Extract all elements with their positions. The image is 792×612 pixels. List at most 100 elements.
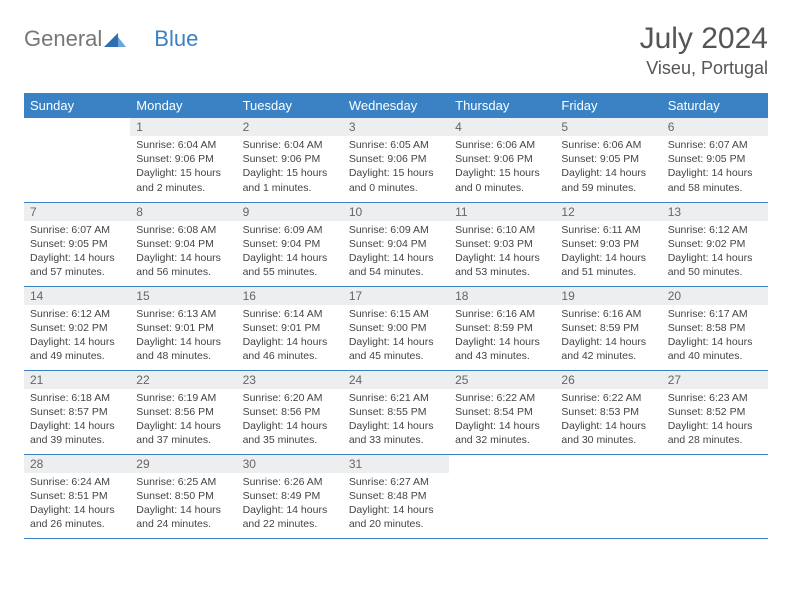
day-details: Sunrise: 6:06 AMSunset: 9:05 PMDaylight:…: [555, 136, 661, 199]
week-row: 7Sunrise: 6:07 AMSunset: 9:05 PMDaylight…: [24, 202, 768, 286]
detail-line: Sunrise: 6:08 AM: [136, 223, 230, 237]
detail-line: Daylight: 14 hours: [349, 503, 443, 517]
week-row: 21Sunrise: 6:18 AMSunset: 8:57 PMDayligh…: [24, 370, 768, 454]
detail-line: Daylight: 14 hours: [561, 251, 655, 265]
detail-line: and 54 minutes.: [349, 265, 443, 279]
logo: General Blue: [24, 22, 198, 52]
day-cell: 27Sunrise: 6:23 AMSunset: 8:52 PMDayligh…: [662, 370, 768, 454]
detail-line: Daylight: 14 hours: [136, 335, 230, 349]
detail-line: Sunrise: 6:14 AM: [243, 307, 337, 321]
detail-line: Daylight: 15 hours: [349, 166, 443, 180]
day-header: Sunday: [24, 93, 130, 118]
detail-line: and 35 minutes.: [243, 433, 337, 447]
detail-line: Sunrise: 6:21 AM: [349, 391, 443, 405]
day-details: Sunrise: 6:21 AMSunset: 8:55 PMDaylight:…: [343, 389, 449, 452]
day-details: Sunrise: 6:16 AMSunset: 8:59 PMDaylight:…: [449, 305, 555, 368]
detail-line: and 45 minutes.: [349, 349, 443, 363]
day-number: 26: [555, 371, 661, 389]
day-details: Sunrise: 6:07 AMSunset: 9:05 PMDaylight:…: [24, 221, 130, 284]
detail-line: Sunset: 8:55 PM: [349, 405, 443, 419]
day-header-row: SundayMondayTuesdayWednesdayThursdayFrid…: [24, 93, 768, 118]
detail-line: Sunrise: 6:19 AM: [136, 391, 230, 405]
day-number: 10: [343, 203, 449, 221]
detail-line: Sunrise: 6:13 AM: [136, 307, 230, 321]
logo-text-2: Blue: [154, 26, 198, 52]
detail-line: Sunrise: 6:09 AM: [243, 223, 337, 237]
day-number: 13: [662, 203, 768, 221]
week-row: 14Sunrise: 6:12 AMSunset: 9:02 PMDayligh…: [24, 286, 768, 370]
day-cell: 12Sunrise: 6:11 AMSunset: 9:03 PMDayligh…: [555, 202, 661, 286]
detail-line: and 1 minutes.: [243, 181, 337, 195]
detail-line: Sunrise: 6:22 AM: [561, 391, 655, 405]
detail-line: Sunset: 9:06 PM: [349, 152, 443, 166]
day-details: Sunrise: 6:06 AMSunset: 9:06 PMDaylight:…: [449, 136, 555, 199]
detail-line: Sunset: 9:02 PM: [668, 237, 762, 251]
day-cell: 19Sunrise: 6:16 AMSunset: 8:59 PMDayligh…: [555, 286, 661, 370]
detail-line: Daylight: 14 hours: [243, 419, 337, 433]
day-details: Sunrise: 6:04 AMSunset: 9:06 PMDaylight:…: [237, 136, 343, 199]
detail-line: Sunset: 8:53 PM: [561, 405, 655, 419]
day-number: 24: [343, 371, 449, 389]
day-cell: 24Sunrise: 6:21 AMSunset: 8:55 PMDayligh…: [343, 370, 449, 454]
day-number: 2: [237, 118, 343, 136]
day-cell: 10 Sunrise: 6:09 AMSunset: 9:04 PMDayligh…: [343, 202, 449, 286]
detail-line: Sunset: 8:56 PM: [243, 405, 337, 419]
detail-line: Sunset: 9:05 PM: [668, 152, 762, 166]
day-number: 27: [662, 371, 768, 389]
detail-line: Sunset: 9:05 PM: [561, 152, 655, 166]
day-number: 16: [237, 287, 343, 305]
detail-line: Daylight: 14 hours: [243, 251, 337, 265]
detail-line: Daylight: 14 hours: [243, 335, 337, 349]
day-cell: ..: [449, 454, 555, 538]
detail-line: and 28 minutes.: [668, 433, 762, 447]
day-number: 17: [343, 287, 449, 305]
day-details: Sunrise: 6:04 AMSunset: 9:06 PMDaylight:…: [130, 136, 236, 199]
detail-line: Sunset: 9:04 PM: [349, 237, 443, 251]
detail-line: and 48 minutes.: [136, 349, 230, 363]
day-number: 4: [449, 118, 555, 136]
detail-line: and 30 minutes.: [561, 433, 655, 447]
detail-line: Sunrise: 6:07 AM: [668, 138, 762, 152]
day-details: Sunrise: 6:24 AMSunset: 8:51 PMDaylight:…: [24, 473, 130, 536]
day-number: 23: [237, 371, 343, 389]
detail-line: Sunrise: 6:16 AM: [455, 307, 549, 321]
detail-line: Sunrise: 6:16 AM: [561, 307, 655, 321]
detail-line: Sunrise: 6:04 AM: [243, 138, 337, 152]
detail-line: and 32 minutes.: [455, 433, 549, 447]
detail-line: and 22 minutes.: [243, 517, 337, 531]
detail-line: Daylight: 14 hours: [349, 251, 443, 265]
logo-text-1: General: [24, 26, 102, 52]
detail-line: Sunset: 9:03 PM: [455, 237, 549, 251]
day-cell: 28Sunrise: 6:24 AMSunset: 8:51 PMDayligh…: [24, 454, 130, 538]
detail-line: and 0 minutes.: [455, 181, 549, 195]
detail-line: and 42 minutes.: [561, 349, 655, 363]
day-number: 1: [130, 118, 236, 136]
day-cell: ..: [24, 118, 130, 202]
location-label: Viseu, Portugal: [640, 58, 768, 79]
day-details: Sunrise: 6:09 AMSunset: 9:04 PMDaylight:…: [237, 221, 343, 284]
detail-line: Sunset: 9:01 PM: [243, 321, 337, 335]
detail-line: Sunset: 8:52 PM: [668, 405, 762, 419]
detail-line: Sunrise: 6:09 AM: [349, 223, 443, 237]
day-cell: 20Sunrise: 6:17 AMSunset: 8:58 PMDayligh…: [662, 286, 768, 370]
detail-line: Sunrise: 6:11 AM: [561, 223, 655, 237]
detail-line: Sunrise: 6:04 AM: [136, 138, 230, 152]
day-details: Sunrise: 6:26 AMSunset: 8:49 PMDaylight:…: [237, 473, 343, 536]
month-title: July 2024: [640, 22, 768, 56]
day-cell: ..: [555, 454, 661, 538]
day-details: Sunrise: 6:10 AMSunset: 9:03 PMDaylight:…: [449, 221, 555, 284]
day-number: 31: [343, 455, 449, 473]
day-details: Sunrise: 6:22 AMSunset: 8:53 PMDaylight:…: [555, 389, 661, 452]
day-details: Sunrise: 6:16 AMSunset: 8:59 PMDaylight:…: [555, 305, 661, 368]
detail-line: and 46 minutes.: [243, 349, 337, 363]
day-details: Sunrise: 6:11 AMSunset: 9:03 PMDaylight:…: [555, 221, 661, 284]
detail-line: and 55 minutes.: [243, 265, 337, 279]
day-number: 29: [130, 455, 236, 473]
day-details: Sunrise: 6:13 AMSunset: 9:01 PMDaylight:…: [130, 305, 236, 368]
detail-line: Daylight: 14 hours: [136, 503, 230, 517]
day-header: Wednesday: [343, 93, 449, 118]
detail-line: Sunset: 9:06 PM: [136, 152, 230, 166]
detail-line: Sunrise: 6:22 AM: [455, 391, 549, 405]
day-cell: 9Sunrise: 6:09 AMSunset: 9:04 PMDaylight…: [237, 202, 343, 286]
detail-line: and 39 minutes.: [30, 433, 124, 447]
